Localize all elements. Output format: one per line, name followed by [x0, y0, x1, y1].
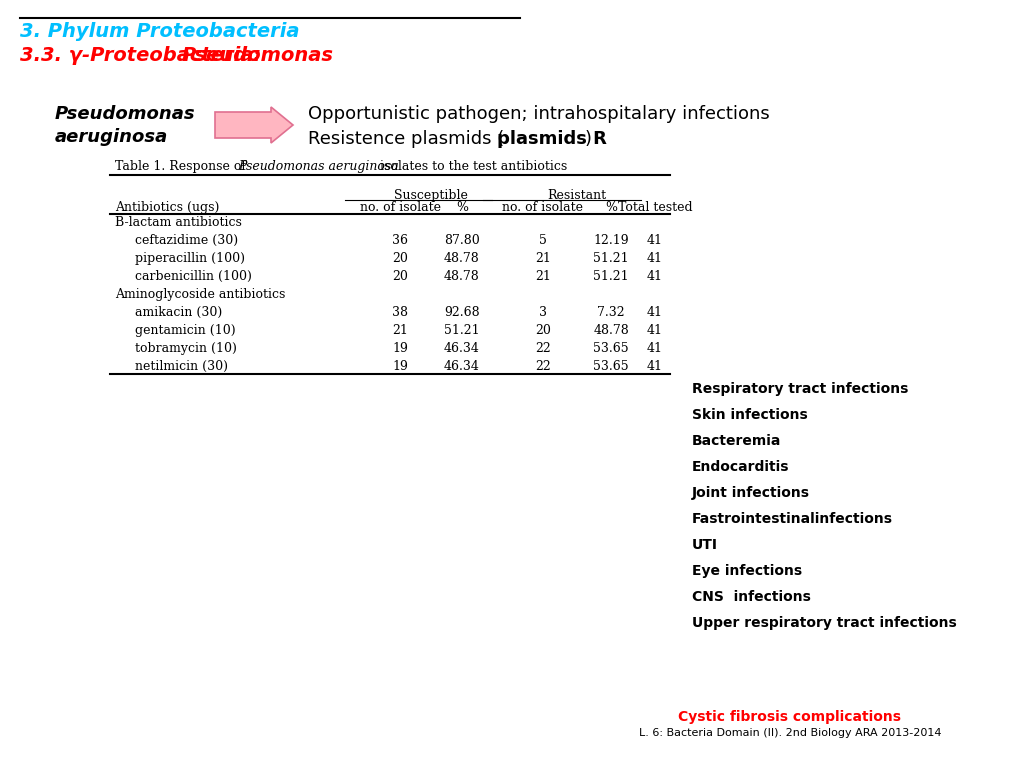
Text: 41: 41 — [647, 360, 663, 373]
Text: Joint infections: Joint infections — [692, 486, 810, 500]
Text: aeruginosa: aeruginosa — [55, 128, 168, 146]
Text: Cystic fibrosis complications: Cystic fibrosis complications — [679, 710, 901, 724]
Text: Upper respiratory tract infections: Upper respiratory tract infections — [692, 616, 956, 630]
Text: 46.34: 46.34 — [444, 360, 480, 373]
Text: 41: 41 — [647, 342, 663, 355]
Text: tobramycin (10): tobramycin (10) — [135, 342, 237, 355]
Text: 46.34: 46.34 — [444, 342, 480, 355]
Text: Bacteremia: Bacteremia — [692, 434, 781, 448]
Text: 51.21: 51.21 — [593, 270, 629, 283]
Text: 22: 22 — [536, 342, 551, 355]
Text: Respiratory tract infections: Respiratory tract infections — [692, 382, 908, 396]
Text: 3.3. γ-Proteobacteria:: 3.3. γ-Proteobacteria: — [20, 46, 268, 65]
Text: 48.78: 48.78 — [593, 324, 629, 337]
Text: amikacin (30): amikacin (30) — [135, 306, 222, 319]
Text: 38: 38 — [392, 306, 408, 319]
Text: 48.78: 48.78 — [444, 252, 480, 265]
Text: 7.32: 7.32 — [597, 306, 625, 319]
Text: ceftazidime (30): ceftazidime (30) — [135, 234, 239, 247]
Text: Aminoglycoside antibiotics: Aminoglycoside antibiotics — [115, 288, 286, 301]
Text: 41: 41 — [647, 234, 663, 247]
Text: plasmids R: plasmids R — [497, 130, 607, 148]
Text: piperacillin (100): piperacillin (100) — [135, 252, 245, 265]
Text: 20: 20 — [536, 324, 551, 337]
Text: Endocarditis: Endocarditis — [692, 460, 790, 474]
Text: 53.65: 53.65 — [593, 360, 629, 373]
Text: UTI: UTI — [692, 538, 718, 552]
Text: 20: 20 — [392, 252, 408, 265]
Text: Pseudomonas: Pseudomonas — [55, 105, 196, 123]
Text: 36: 36 — [392, 234, 408, 247]
Text: L. 6: Bacteria Domain (II). 2nd Biology ARA 2013-2014: L. 6: Bacteria Domain (II). 2nd Biology … — [639, 728, 941, 738]
Text: CNS  infections: CNS infections — [692, 590, 811, 604]
Text: netilmicin (30): netilmicin (30) — [135, 360, 228, 373]
Text: %: % — [456, 201, 468, 214]
Text: 12.19: 12.19 — [593, 234, 629, 247]
Text: 19: 19 — [392, 360, 408, 373]
Text: 21: 21 — [536, 270, 551, 283]
Text: Skin infections: Skin infections — [692, 408, 808, 422]
Text: Eye infections: Eye infections — [692, 564, 802, 578]
Text: 51.21: 51.21 — [593, 252, 629, 265]
Text: %: % — [605, 201, 617, 214]
Text: 3. Phylum Proteobacteria: 3. Phylum Proteobacteria — [20, 22, 299, 41]
Text: 41: 41 — [647, 306, 663, 319]
Text: 92.68: 92.68 — [444, 306, 480, 319]
Text: Antibiotics (ugs): Antibiotics (ugs) — [115, 201, 219, 214]
Text: 41: 41 — [647, 270, 663, 283]
Text: Total tested: Total tested — [617, 201, 692, 214]
Text: Pseudomonas: Pseudomonas — [182, 46, 334, 65]
Text: 22: 22 — [536, 360, 551, 373]
Text: no. of isolate: no. of isolate — [503, 201, 584, 214]
Text: 19: 19 — [392, 342, 408, 355]
Text: 21: 21 — [536, 252, 551, 265]
Text: 3: 3 — [539, 306, 547, 319]
Text: Resistant: Resistant — [548, 189, 606, 202]
Text: 41: 41 — [647, 252, 663, 265]
Text: ): ) — [585, 130, 592, 148]
Text: 5: 5 — [539, 234, 547, 247]
Text: 21: 21 — [392, 324, 408, 337]
Text: Table 1. Response of: Table 1. Response of — [115, 160, 250, 173]
Text: Fastrointestinalinfections: Fastrointestinalinfections — [692, 512, 893, 526]
Text: Pseudomonas aeruginosa: Pseudomonas aeruginosa — [238, 160, 398, 173]
Text: Resistence plasmids (: Resistence plasmids ( — [308, 130, 504, 148]
Text: 20: 20 — [392, 270, 408, 283]
FancyArrow shape — [215, 107, 293, 143]
Text: carbenicillin (100): carbenicillin (100) — [135, 270, 252, 283]
Text: 51.21: 51.21 — [444, 324, 480, 337]
Text: 41: 41 — [647, 324, 663, 337]
Text: no. of isolate: no. of isolate — [359, 201, 440, 214]
Text: isolates to the test antibiotics: isolates to the test antibiotics — [376, 160, 567, 173]
Text: 48.78: 48.78 — [444, 270, 480, 283]
Text: 87.80: 87.80 — [444, 234, 480, 247]
Text: Susceptible: Susceptible — [394, 189, 468, 202]
Text: gentamicin (10): gentamicin (10) — [135, 324, 236, 337]
Text: Opportunistic pathogen; intrahospitalary infections: Opportunistic pathogen; intrahospitalary… — [308, 105, 770, 123]
Text: B-lactam antibiotics: B-lactam antibiotics — [115, 216, 242, 229]
Text: 53.65: 53.65 — [593, 342, 629, 355]
